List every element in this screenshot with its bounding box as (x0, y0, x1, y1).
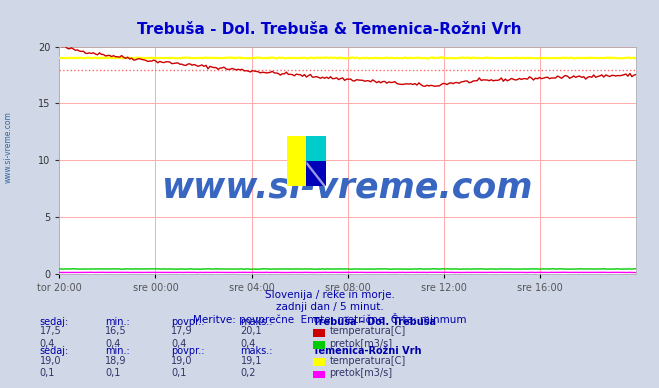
Text: povpr.:: povpr.: (171, 346, 205, 356)
Bar (306, 136, 326, 161)
Text: 0,4: 0,4 (40, 339, 55, 349)
Text: maks.:: maks.: (241, 346, 273, 356)
Text: 19,0: 19,0 (40, 355, 61, 365)
Text: temperatura[C]: temperatura[C] (330, 355, 406, 365)
Text: 0,4: 0,4 (241, 339, 256, 349)
Text: pretok[m3/s]: pretok[m3/s] (330, 368, 393, 378)
Polygon shape (306, 161, 326, 186)
Bar (313, 371, 325, 378)
Text: 0,4: 0,4 (171, 339, 186, 349)
Polygon shape (306, 161, 326, 186)
Bar (287, 136, 306, 186)
Text: 0,2: 0,2 (241, 368, 256, 378)
Text: 0,1: 0,1 (171, 368, 186, 378)
Text: 16,5: 16,5 (105, 326, 127, 336)
Text: Trebuša - Dol. Trebuša: Trebuša - Dol. Trebuša (313, 317, 436, 327)
Text: www.si-vreme.com: www.si-vreme.com (162, 170, 533, 204)
Text: 17,9: 17,9 (171, 326, 193, 336)
Text: maks.:: maks.: (241, 317, 273, 327)
Text: 17,5: 17,5 (40, 326, 61, 336)
Text: temperatura[C]: temperatura[C] (330, 326, 406, 336)
Bar (313, 329, 325, 337)
Text: Trebuša - Dol. Trebuša & Temenica-Rožni Vrh: Trebuša - Dol. Trebuša & Temenica-Rožni … (137, 22, 522, 36)
Text: www.si-vreme.com: www.si-vreme.com (3, 111, 13, 184)
Bar (313, 341, 325, 349)
Text: sedaj:: sedaj: (40, 346, 69, 356)
Bar (306, 161, 326, 186)
Text: Slovenija / reke in morje.: Slovenija / reke in morje. (264, 290, 395, 300)
Text: sedaj:: sedaj: (40, 317, 69, 327)
Text: pretok[m3/s]: pretok[m3/s] (330, 339, 393, 349)
Text: 0,4: 0,4 (105, 339, 121, 349)
Text: min.:: min.: (105, 317, 130, 327)
Text: povpr.:: povpr.: (171, 317, 205, 327)
Text: 20,1: 20,1 (241, 326, 262, 336)
Text: Meritve: povprečne  Enote: metrične  Črta: minmum: Meritve: povprečne Enote: metrične Črta:… (192, 313, 467, 325)
Text: 18,9: 18,9 (105, 355, 127, 365)
Text: 19,0: 19,0 (171, 355, 193, 365)
Text: 0,1: 0,1 (105, 368, 121, 378)
Text: 0,1: 0,1 (40, 368, 55, 378)
Polygon shape (306, 136, 326, 161)
Text: Temenica-Rožni Vrh: Temenica-Rožni Vrh (313, 346, 422, 356)
Text: zadnji dan / 5 minut.: zadnji dan / 5 minut. (275, 302, 384, 312)
Text: min.:: min.: (105, 346, 130, 356)
Bar (313, 358, 325, 366)
Text: 19,1: 19,1 (241, 355, 262, 365)
Polygon shape (306, 161, 326, 186)
